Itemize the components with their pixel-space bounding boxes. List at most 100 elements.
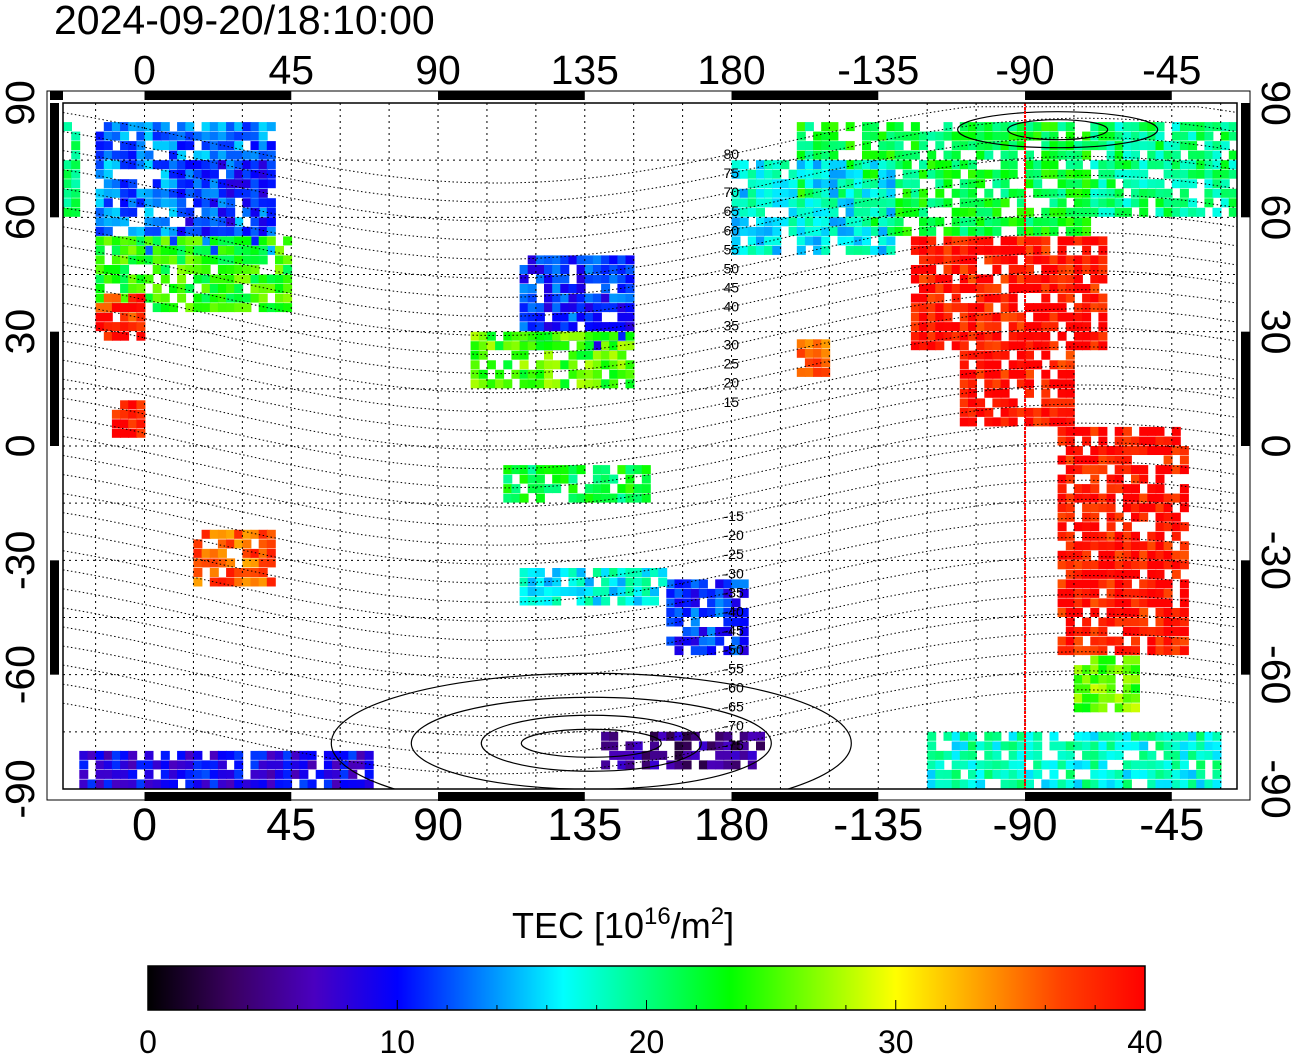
tec-pixel (226, 160, 236, 170)
tec-pixel (1122, 541, 1132, 551)
tec-pixel (201, 274, 211, 284)
tec-pixel (1057, 150, 1067, 160)
tec-pixel (959, 188, 969, 198)
tec-pixel (731, 579, 741, 589)
tec-pixel (821, 217, 831, 227)
tec-pixel (1057, 550, 1067, 560)
tec-pixel (1122, 569, 1132, 579)
tec-pixel (1057, 388, 1067, 398)
tec-pixel (217, 217, 227, 227)
tec-pixel (1057, 636, 1067, 646)
tec-pixel (1188, 150, 1198, 160)
tec-pixel (95, 245, 105, 255)
tec-pixel (544, 284, 553, 293)
tec-pixel (1008, 312, 1018, 322)
tec-pixel (519, 465, 529, 475)
tec-pixel (258, 198, 268, 208)
magnetic-latitude-label: -55 (724, 661, 744, 677)
tec-pixel (617, 465, 627, 475)
tec-pixel (152, 122, 162, 132)
tec-pixel (95, 188, 105, 198)
tec-pixel (1082, 331, 1092, 341)
tec-pixel (910, 293, 920, 303)
tec-pixel (723, 646, 733, 656)
tec-pixel (943, 160, 953, 170)
tec-pixel (919, 274, 928, 284)
tec-pixel (1147, 160, 1157, 170)
tec-pixel (1098, 341, 1108, 351)
tec-pixel (1220, 141, 1230, 151)
tec-pixel (1041, 293, 1051, 303)
tec-pixel (1122, 579, 1132, 589)
tec-pixel (560, 379, 570, 389)
tec-pixel (976, 741, 986, 751)
tec-pixel (715, 750, 725, 760)
tec-pixel (1065, 350, 1075, 360)
tec-pixel (919, 160, 928, 170)
tec-pixel (592, 596, 602, 606)
tec-pixel (878, 245, 888, 255)
tec-pixel (1016, 207, 1026, 217)
tec-pixel (1106, 169, 1116, 179)
tec-pixel (576, 274, 586, 284)
tec-pixel (959, 160, 969, 170)
magnetic-contour (63, 460, 1237, 546)
tec-pixel (927, 303, 937, 313)
tec-pixel (209, 179, 219, 189)
tec-pixel (1073, 693, 1083, 703)
tec-pixel (144, 293, 154, 303)
tec-pixel (968, 350, 977, 360)
tec-pixel (136, 160, 146, 170)
tec-pixel (1155, 512, 1165, 522)
tec-pixel (1041, 217, 1051, 227)
tec-pixel (927, 741, 937, 751)
tec-pixel (935, 779, 945, 789)
tec-pixel (617, 760, 627, 770)
tec-pixel (266, 122, 276, 132)
tec-pixel (258, 207, 268, 217)
right-lat-tick-label: -30 (1253, 531, 1294, 590)
tec-pixel (992, 217, 1002, 227)
tec-pixel (266, 769, 276, 779)
tec-pixel (1008, 731, 1018, 741)
tec-pixel (951, 341, 961, 351)
tec-pixel (984, 331, 994, 341)
tec-pixel (682, 731, 692, 741)
tec-pixel (1073, 331, 1083, 341)
tec-pixel (1073, 760, 1083, 770)
tec-pixel (1016, 769, 1026, 779)
tec-pixel (1090, 588, 1100, 598)
tec-pixel (1098, 646, 1108, 656)
tec-pixel (1041, 226, 1051, 236)
tec-pixel (576, 379, 586, 389)
tec-pixel (234, 529, 244, 539)
tec-pixel (503, 465, 513, 475)
tec-pixel (111, 179, 121, 189)
tec-pixel (258, 577, 268, 587)
tec-pixel (1057, 512, 1067, 522)
tec-pixel (756, 188, 765, 198)
tec-pixel (144, 122, 154, 132)
tec-pixel (1228, 131, 1237, 141)
tec-pixel (682, 750, 692, 760)
tec-pixel (813, 160, 823, 170)
tec-pixel (690, 588, 700, 598)
tec-pixel (266, 558, 276, 568)
tec-pixel (1033, 769, 1043, 779)
tec-pixel (1147, 436, 1157, 446)
tec-pixel (976, 293, 986, 303)
tec-pixel (927, 217, 937, 227)
tec-pixel (568, 484, 578, 494)
tec-pixel (1155, 760, 1165, 770)
magnetic-contour (63, 174, 1237, 260)
tec-pixel (234, 150, 244, 160)
tec-pixel (470, 331, 480, 341)
tec-pixel (1041, 274, 1051, 284)
tec-pixel (1065, 493, 1075, 503)
tec-pixel (1155, 531, 1165, 541)
tec-pixel (698, 646, 708, 656)
tec-pixel (723, 741, 733, 751)
tec-pixel (1163, 493, 1173, 503)
tec-pixel (919, 226, 928, 236)
tec-pixel (185, 255, 195, 265)
